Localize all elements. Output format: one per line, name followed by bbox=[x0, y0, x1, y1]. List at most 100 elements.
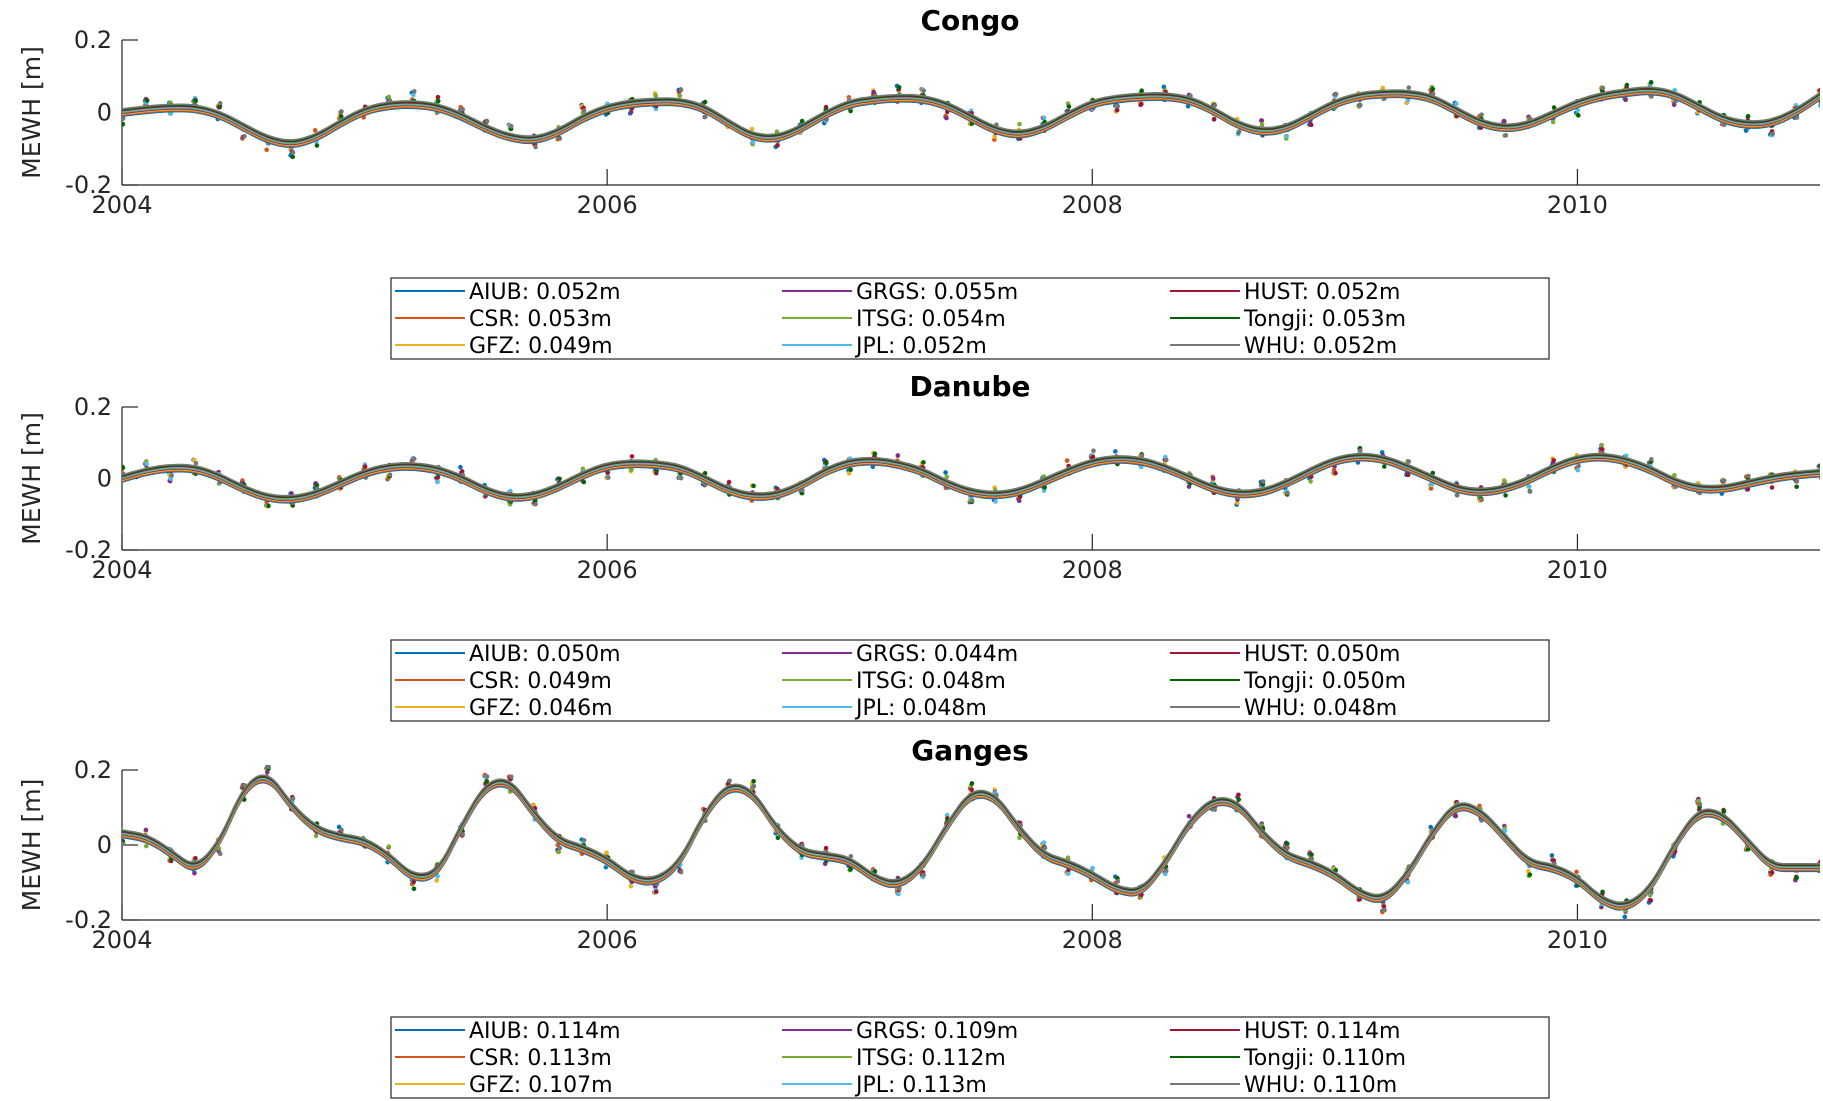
series-line-whu bbox=[122, 774, 1820, 904]
data-point-whu bbox=[1600, 85, 1606, 91]
data-point-tongji bbox=[1745, 113, 1751, 119]
data-point-itsg bbox=[143, 843, 149, 849]
data-point-jpl bbox=[1818, 103, 1820, 109]
data-point-itsg bbox=[677, 93, 683, 99]
data-point-tongji bbox=[1527, 872, 1533, 877]
data-point-tongji bbox=[848, 867, 853, 872]
data-point-itsg bbox=[653, 93, 658, 98]
data-point-whu bbox=[1455, 492, 1460, 498]
legend-label-itsg: ITSG: 0.048m bbox=[856, 669, 1006, 694]
data-point-tongji bbox=[1794, 484, 1799, 490]
legend-label-gfz: GFZ: 0.046m bbox=[469, 696, 613, 721]
data-point-jpl bbox=[1041, 115, 1047, 121]
data-point-whu bbox=[533, 501, 538, 507]
data-point-tongji bbox=[751, 483, 756, 489]
data-point-tongji bbox=[969, 781, 975, 786]
legend-label-aiub: AIUB: 0.050m bbox=[469, 642, 621, 667]
y-tick-label: 0 bbox=[97, 99, 112, 127]
series-line-jpl bbox=[122, 777, 1820, 906]
data-point-itsg bbox=[386, 844, 392, 849]
data-point-tongji bbox=[1066, 104, 1072, 109]
data-point-whu bbox=[1406, 85, 1412, 90]
data-point-whu bbox=[509, 124, 514, 129]
data-point-tongji bbox=[1624, 82, 1630, 88]
data-point-whu bbox=[1163, 457, 1169, 463]
data-point-grgs bbox=[1016, 498, 1022, 504]
data-point-hust bbox=[1114, 107, 1120, 113]
data-point-tongji bbox=[751, 778, 756, 784]
x-tick-label: 2008 bbox=[1062, 926, 1123, 954]
data-point-whu bbox=[1697, 801, 1703, 807]
data-point-csr bbox=[312, 128, 318, 133]
data-point-aiub bbox=[1113, 449, 1118, 454]
x-tick-label: 2004 bbox=[91, 926, 152, 954]
legend-frame bbox=[390, 1016, 1550, 1099]
y-tick-label: 0 bbox=[97, 465, 112, 493]
chart-title: Congo bbox=[921, 4, 1020, 37]
data-point-jpl bbox=[411, 92, 416, 98]
data-point-grgs bbox=[1259, 118, 1265, 123]
data-point-hust bbox=[1139, 101, 1144, 107]
data-point-tongji bbox=[314, 482, 320, 488]
data-point-itsg bbox=[1017, 835, 1022, 841]
data-point-hust bbox=[435, 94, 441, 100]
data-point-whu bbox=[266, 765, 272, 770]
series-line-csr bbox=[122, 459, 1820, 503]
data-point-tongji bbox=[1551, 105, 1557, 110]
data-point-whu bbox=[509, 774, 514, 780]
data-point-hust bbox=[726, 479, 732, 485]
data-point-tongji bbox=[872, 869, 878, 874]
data-point-tongji bbox=[1430, 86, 1436, 92]
data-point-whu bbox=[703, 114, 708, 120]
data-point-aiub bbox=[1161, 84, 1167, 90]
legend-label-tongji: Tongji: 0.053m bbox=[1243, 307, 1406, 332]
legend-label-gfz: GFZ: 0.107m bbox=[469, 1073, 613, 1098]
y-tick-label: 0.2 bbox=[74, 26, 112, 54]
legend-label-jpl: JPL: 0.052m bbox=[854, 334, 987, 359]
data-point-whu bbox=[1721, 478, 1727, 483]
y-tick-label: -0.2 bbox=[65, 536, 112, 564]
data-point-whu bbox=[1212, 807, 1218, 812]
data-point-tongji bbox=[848, 108, 853, 114]
observation-points bbox=[122, 765, 1820, 920]
data-point-jpl bbox=[750, 139, 756, 145]
data-point-itsg bbox=[1672, 472, 1677, 478]
data-point-tongji bbox=[1794, 875, 1799, 881]
x-tick-label: 2010 bbox=[1547, 926, 1608, 954]
data-point-tongji bbox=[1284, 841, 1290, 846]
series-line-grgs bbox=[122, 779, 1820, 908]
data-point-whu bbox=[727, 778, 732, 784]
data-point-tongji bbox=[338, 114, 344, 119]
y-tick-label: 0.2 bbox=[74, 756, 112, 784]
data-point-whu bbox=[678, 869, 684, 875]
data-point-jpl bbox=[144, 461, 149, 467]
data-point-grgs bbox=[143, 827, 149, 833]
data-point-whu bbox=[1406, 459, 1412, 464]
x-tick-label: 2008 bbox=[1062, 556, 1123, 584]
data-point-tongji bbox=[1648, 80, 1654, 85]
series-line-itsg bbox=[122, 456, 1820, 501]
data-point-tongji bbox=[702, 99, 708, 105]
data-point-whu bbox=[1212, 103, 1218, 108]
data-point-whu bbox=[921, 88, 926, 94]
data-point-grgs bbox=[1186, 813, 1192, 819]
x-tick-label: 2004 bbox=[91, 191, 152, 219]
data-point-itsg bbox=[1259, 122, 1265, 127]
data-point-whu bbox=[1649, 456, 1654, 462]
data-point-hust bbox=[1818, 87, 1820, 93]
data-point-whu bbox=[290, 796, 296, 801]
data-point-jpl bbox=[1405, 98, 1411, 103]
series-line-whu bbox=[122, 86, 1820, 141]
data-point-tongji bbox=[824, 460, 829, 466]
legend-label-grgs: GRGS: 0.109m bbox=[856, 1019, 1018, 1044]
legend-label-grgs: GRGS: 0.044m bbox=[856, 642, 1018, 667]
data-point-whu bbox=[122, 841, 126, 847]
data-point-whu bbox=[484, 774, 490, 779]
data-point-hust bbox=[969, 787, 974, 793]
legend-label-tongji: Tongji: 0.110m bbox=[1243, 1046, 1406, 1071]
data-point-tongji bbox=[314, 143, 320, 148]
data-point-whu bbox=[217, 851, 223, 857]
data-point-hust bbox=[411, 879, 416, 885]
